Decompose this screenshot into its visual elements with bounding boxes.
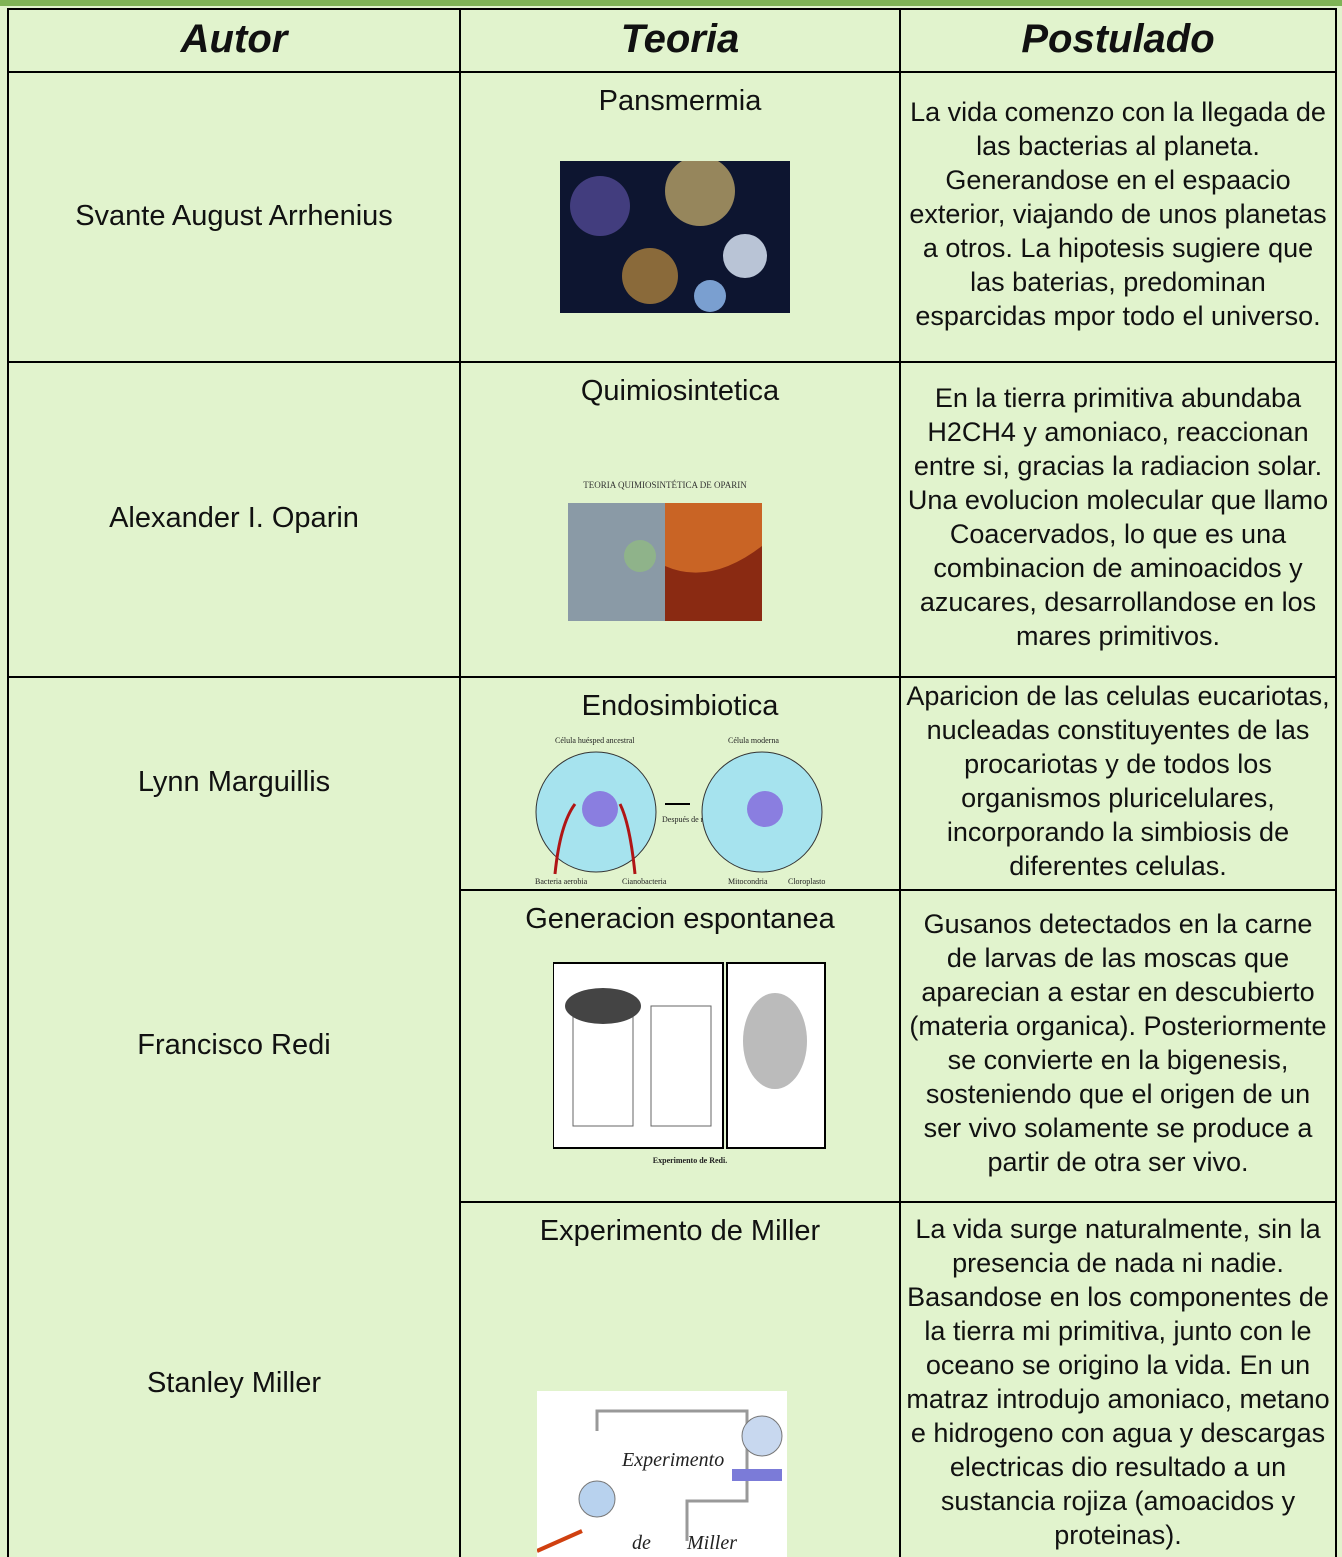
theory-image: Experimento de Miller (537, 1391, 787, 1557)
theory-image: Experimento de Redi. (553, 962, 826, 1165)
table-border (899, 8, 901, 1557)
table-border (8, 71, 1336, 73)
theory-title: Experimento de Miller (539, 1215, 821, 1247)
image-label: de (632, 1532, 651, 1554)
image-label: Célula moderna (728, 736, 779, 745)
image-label: Cianobacteria (622, 877, 667, 886)
author-cell: Stanley Miller (146, 1367, 322, 1399)
table-border (8, 361, 1336, 363)
image-shape (694, 280, 726, 312)
image-shape (565, 988, 641, 1024)
theory-title: Generacion espontanea (525, 903, 835, 935)
table-border (460, 1201, 1336, 1203)
image-label: Mitocondria (728, 877, 768, 886)
table-border (7, 8, 9, 1557)
image-label: Miller (686, 1532, 737, 1554)
image-shape (747, 791, 783, 827)
theory-image: Célula huésped ancestral Célula modernaDe… (535, 736, 825, 886)
image-label: Experimento de Redi. (653, 1156, 727, 1165)
image-label: Cloroplasto (788, 877, 825, 886)
image-shape (553, 803, 637, 875)
image-shape (622, 248, 678, 304)
image-shape (578, 1480, 616, 1518)
image-shape (582, 791, 618, 827)
author-cell: Francisco Redi (137, 1028, 331, 1061)
image-shape (665, 161, 735, 226)
postulate-cell: Aparicion de las celulas eucariotas, nuc… (906, 680, 1330, 881)
postulate-cell: Gusanos detectados en la carne de larvas… (909, 909, 1327, 1177)
image-label: Célula huésped ancestral (555, 736, 635, 745)
postulate-cell: La vida comenzo con la llegada de las ba… (909, 97, 1327, 331)
image-shape (537, 1529, 583, 1553)
author-cell: Svante August Arrhenius (75, 199, 393, 232)
author-cell: Lynn Marguillis (137, 766, 331, 798)
theory-image (560, 161, 790, 313)
theory-title: Quimiosintetica (580, 375, 780, 407)
table-border (459, 8, 461, 1557)
image-shape (665, 503, 762, 573)
table-border (8, 8, 1336, 10)
postulate-cell: La vida surge naturalmente, sin la prese… (906, 1213, 1330, 1550)
image-shape (570, 176, 630, 236)
image-shape (553, 962, 724, 1149)
header-cell: Teoria (620, 17, 740, 61)
image-shape (650, 1005, 712, 1127)
author-cell: Alexander I. Oparin (109, 502, 359, 534)
header-cell: Autor (180, 17, 288, 61)
theory-title: Pansmermia (598, 85, 762, 117)
table-border (460, 889, 1336, 891)
header-cell: Postulado (1021, 17, 1215, 61)
table-border (8, 676, 1336, 678)
image-shape (732, 1469, 782, 1481)
image-shape (624, 540, 656, 572)
image-label: Bacteria aerobia (535, 877, 588, 886)
image-label: Experimento (621, 1449, 724, 1471)
image-shape (723, 234, 767, 278)
postulate-cell: En la tierra primitiva abundaba H2CH4 y … (907, 382, 1329, 651)
theory-title: Endosimbiotica (581, 690, 779, 722)
theory-image: TEORIA QUIMIOSINTÉTICA DE OPARIN (568, 480, 762, 621)
table-border (1335, 8, 1337, 1557)
image-shape (743, 993, 807, 1089)
image-shape (741, 1415, 783, 1457)
image-shape (595, 1409, 749, 1541)
image-label: TEORIA QUIMIOSINTÉTICA DE OPARIN (583, 480, 747, 490)
